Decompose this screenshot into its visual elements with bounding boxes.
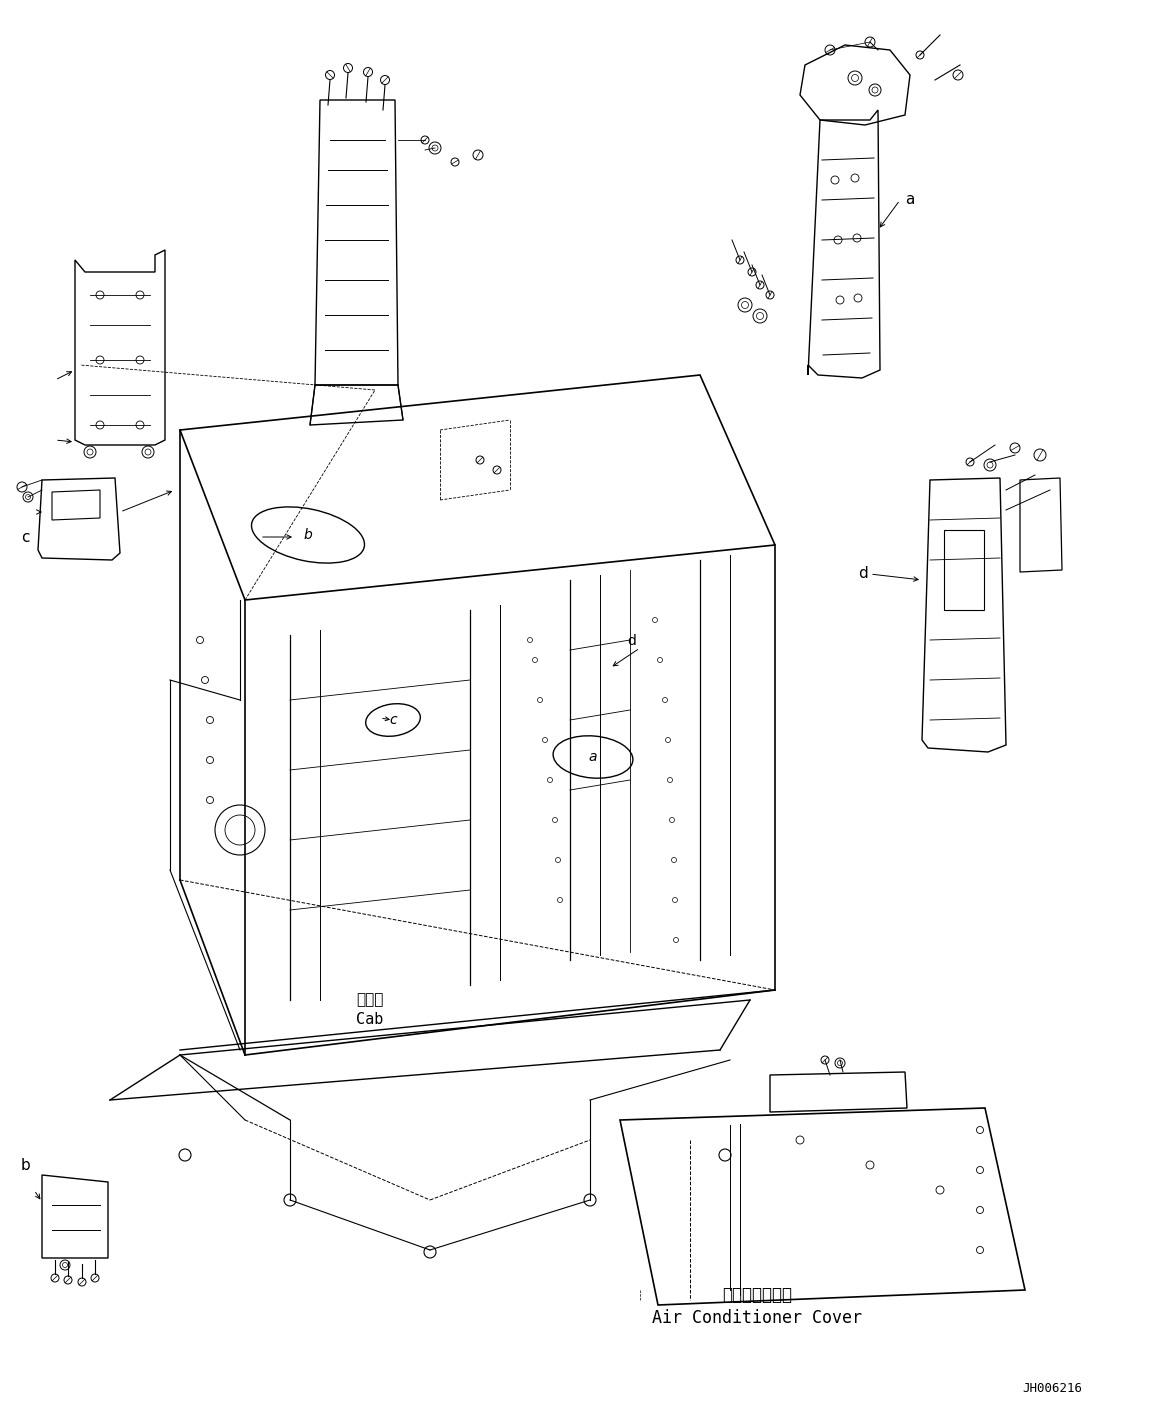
Text: a: a — [588, 751, 598, 763]
Bar — [944, 531, 984, 610]
Text: エアコンカバー: エアコンカバー — [722, 1286, 792, 1304]
Text: Cab: Cab — [356, 1013, 384, 1027]
Text: c: c — [21, 529, 30, 545]
Text: d: d — [627, 634, 636, 648]
Text: Air Conditioner Cover: Air Conditioner Cover — [652, 1308, 862, 1327]
Text: b: b — [304, 528, 313, 542]
Text: c: c — [390, 712, 397, 727]
Text: b: b — [20, 1158, 30, 1172]
Text: キャブ: キャブ — [356, 992, 384, 1007]
Text: a: a — [905, 193, 914, 207]
Text: d: d — [858, 566, 868, 582]
Text: JH006216: JH006216 — [1022, 1382, 1082, 1395]
